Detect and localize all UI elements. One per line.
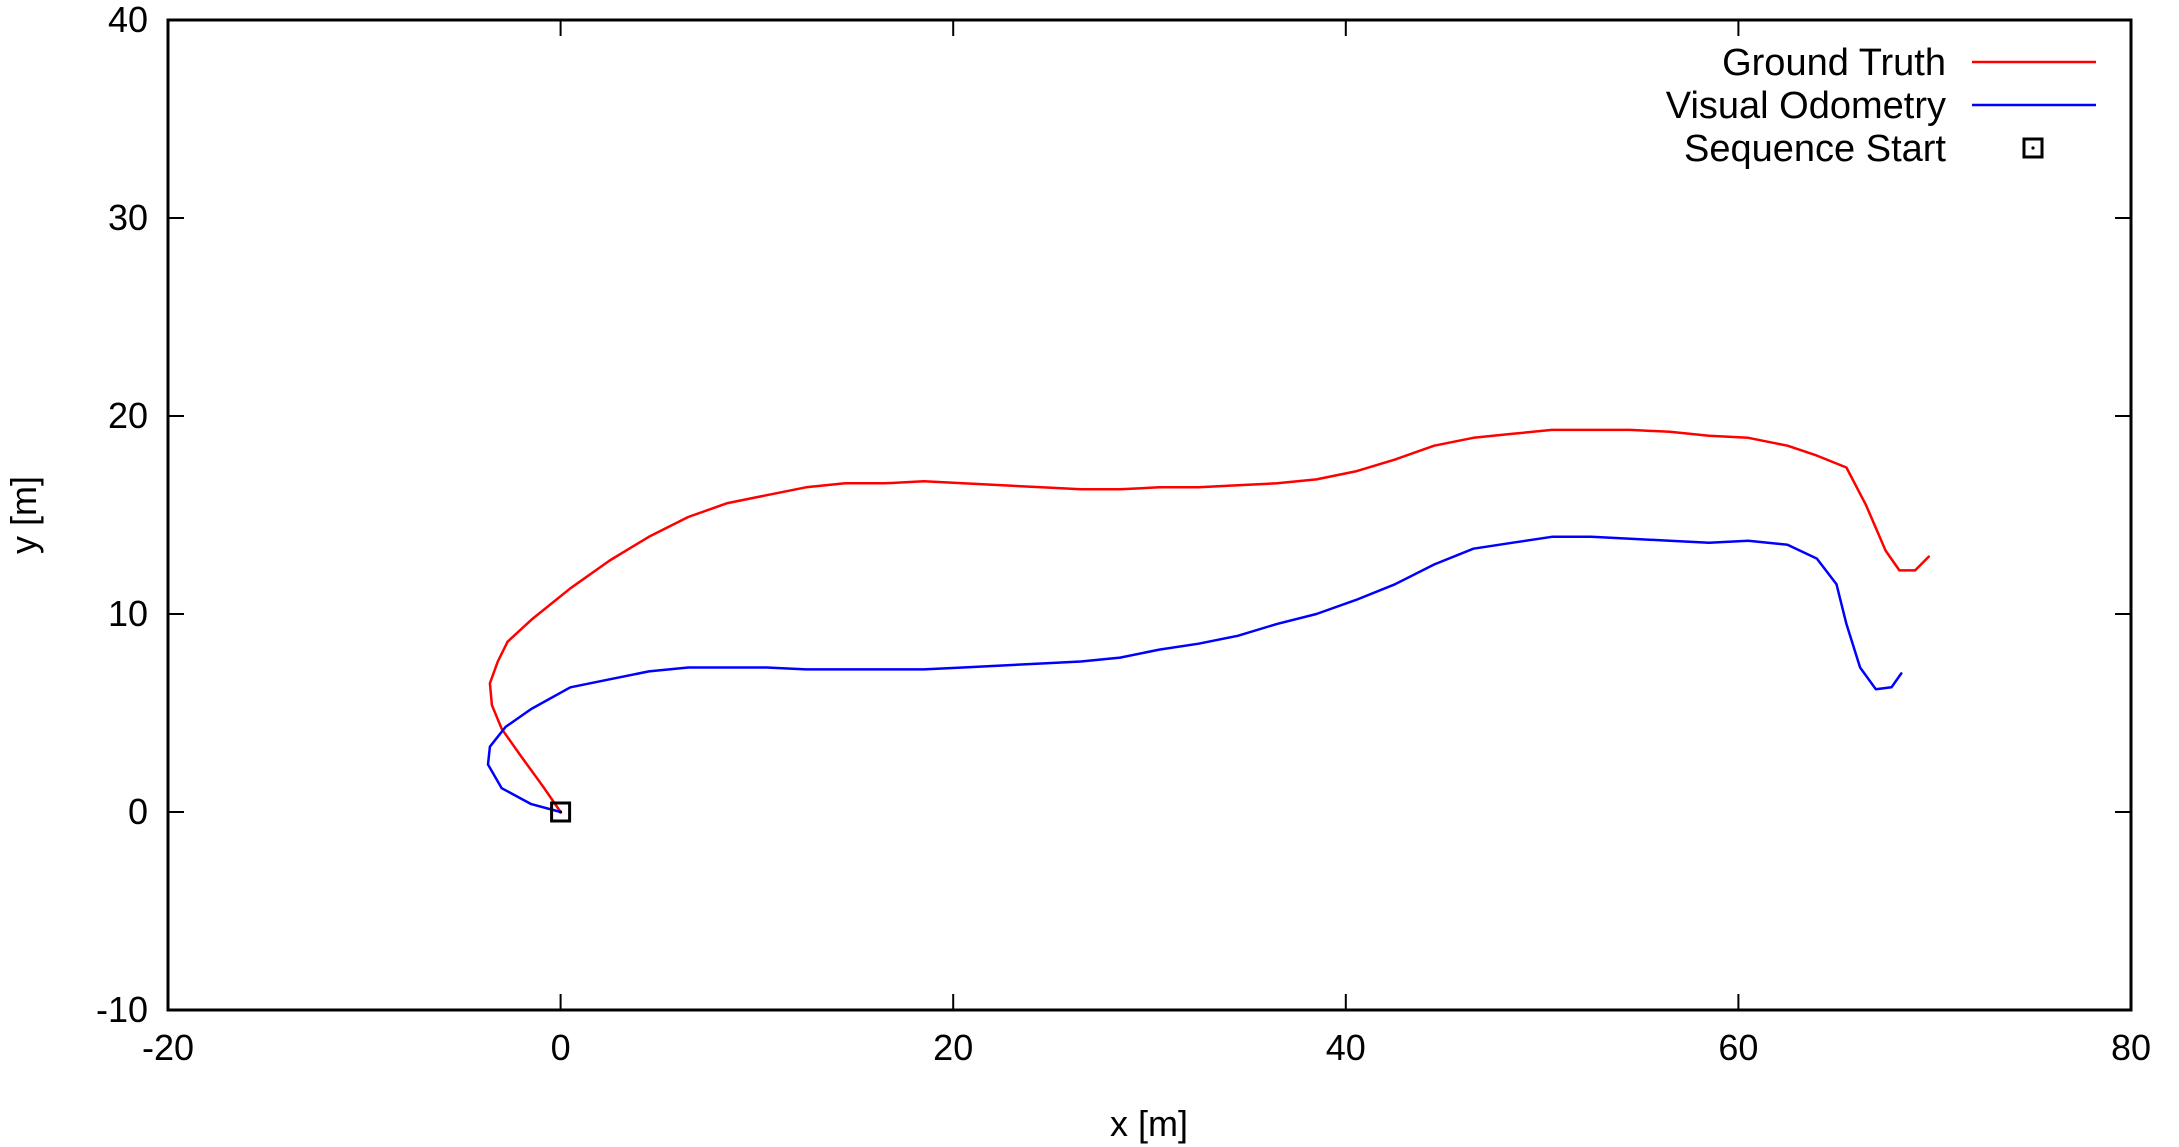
legend-label: Ground Truth — [1722, 42, 1946, 84]
sequence-start-marker — [550, 801, 572, 823]
x-tick-label: 80 — [2111, 1027, 2151, 1068]
ticks-layer: -20 0 20 40 60 80 -10 0 10 20 30 40 — [96, 0, 2151, 1068]
legend-marker-dot — [2031, 146, 2035, 150]
y-tick-label: 40 — [108, 0, 148, 40]
x-tick-label: 40 — [1326, 1027, 1366, 1068]
x-axis-label: x [m] — [1110, 1103, 1188, 1144]
y-tick-label: -10 — [96, 989, 148, 1030]
plot-layer — [486, 428, 1931, 823]
series-line-2 — [486, 535, 1903, 814]
x-tick-label: 20 — [933, 1027, 973, 1068]
y-tick-label: 20 — [108, 395, 148, 436]
y-tick-label: 0 — [128, 791, 148, 832]
legend-label: Visual Odometry — [1666, 85, 1946, 127]
y-tick-label: 10 — [108, 593, 148, 634]
sequence-start-marker-dot — [559, 810, 563, 814]
legend-label: Sequence Start — [1684, 128, 1946, 170]
series-line-1 — [488, 428, 1931, 814]
y-axis-label: y [m] — [3, 476, 44, 554]
x-tick-label: 0 — [551, 1027, 571, 1068]
x-tick-label: -20 — [142, 1027, 194, 1068]
y-tick-label: 30 — [108, 197, 148, 238]
plot-frame — [166, 18, 2133, 1012]
x-tick-label: 60 — [1718, 1027, 1758, 1068]
legend-marker-box — [2022, 137, 2044, 159]
